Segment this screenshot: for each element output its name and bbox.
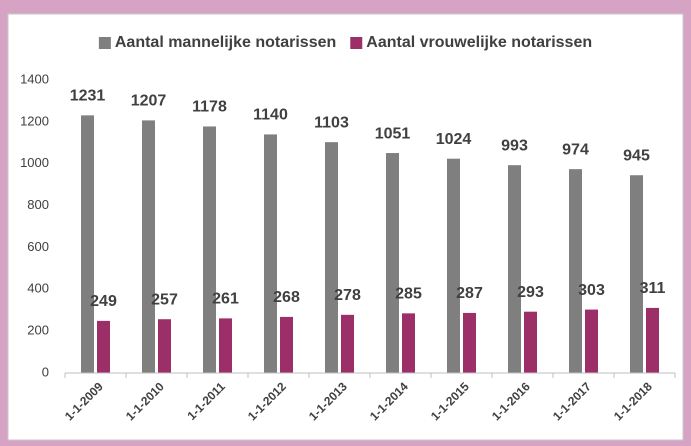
data-label: 311 <box>640 280 666 297</box>
legend-label: Aantal vrouwelijke notarissen <box>366 34 592 51</box>
data-label: 249 <box>90 293 117 310</box>
bar <box>646 307 659 373</box>
bar <box>325 142 338 373</box>
bar <box>447 158 460 373</box>
legend-swatch <box>350 37 363 49</box>
y-tick-label: 0 <box>42 364 49 379</box>
data-label: 278 <box>334 287 361 304</box>
data-label: 303 <box>578 282 605 299</box>
bar <box>630 175 643 373</box>
y-tick-label: 800 <box>27 197 49 212</box>
data-label: 293 <box>517 284 544 301</box>
data-label: 257 <box>151 291 178 308</box>
y-tick-label: 1000 <box>20 155 49 170</box>
bar <box>508 165 521 373</box>
data-label: 287 <box>456 285 483 302</box>
bar <box>142 120 155 373</box>
bar <box>280 316 293 373</box>
data-label: 993 <box>501 137 528 154</box>
bar <box>97 320 110 373</box>
data-label: 1178 <box>192 99 227 116</box>
bar <box>341 314 354 373</box>
y-tick-label: 1400 <box>20 71 49 86</box>
bar <box>386 153 399 373</box>
bar <box>81 115 94 373</box>
bar <box>264 134 277 373</box>
data-label: 1231 <box>70 88 106 105</box>
y-tick-label: 1200 <box>20 113 49 128</box>
bar <box>219 318 232 373</box>
data-label: 261 <box>212 291 239 308</box>
bar <box>158 319 171 373</box>
bar <box>203 126 216 373</box>
data-label: 1024 <box>436 131 472 148</box>
data-label: 1140 <box>253 107 288 124</box>
data-label: 1051 <box>375 125 411 142</box>
y-tick-label: 200 <box>27 323 49 338</box>
bar <box>524 311 537 373</box>
data-label: 268 <box>273 289 300 306</box>
y-tick-label: 400 <box>27 281 49 296</box>
legend-swatch <box>98 37 111 49</box>
y-tick-label: 600 <box>27 239 49 254</box>
data-label: 974 <box>562 141 589 158</box>
bar <box>402 313 415 373</box>
bar <box>569 169 582 373</box>
data-label: 1207 <box>131 93 167 110</box>
data-label: 285 <box>395 286 422 303</box>
bar <box>585 309 598 373</box>
legend-label: Aantal mannelijke notarissen <box>115 34 336 51</box>
data-label: 945 <box>623 147 650 164</box>
bar <box>463 312 476 373</box>
data-label: 1103 <box>314 114 349 131</box>
